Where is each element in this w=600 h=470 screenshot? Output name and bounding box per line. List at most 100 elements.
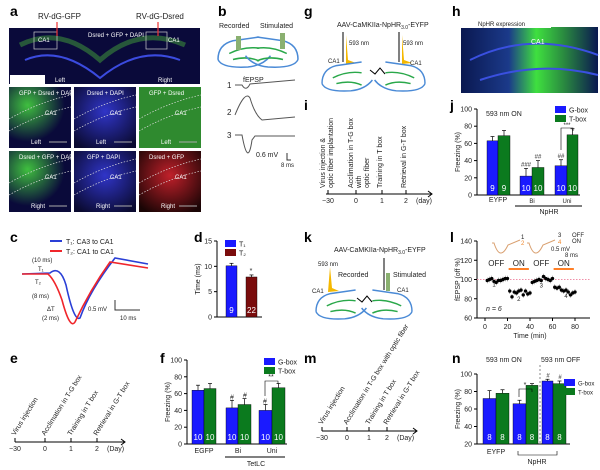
trace-t1: [21, 257, 149, 320]
ca1-boundary: [8, 158, 72, 184]
ca1-boundary: [73, 106, 137, 132]
panel-c: T₁: CA3 to CA1 T₂: CA1 to CA1 (10 ms) T₁…: [21, 239, 149, 325]
legend-t2: T₂: CA1 to CA1: [66, 249, 114, 256]
timeline-m-tick-label: 1: [367, 435, 371, 442]
n-label: 10: [557, 184, 566, 193]
epoch-mark: 1: [492, 282, 496, 288]
y-tick-label: 0: [178, 442, 182, 449]
trace-3: [235, 134, 295, 154]
timeline-e-tick-label: 0: [43, 446, 47, 453]
x-tick-label: 40: [526, 324, 534, 331]
panel-label-i: i: [304, 97, 308, 113]
electrode-icon: [236, 36, 241, 50]
legend-label: T-box: [578, 391, 593, 397]
data-point: [490, 276, 494, 281]
ca1-boundary: [138, 170, 202, 196]
n-label: 9: [490, 184, 495, 193]
micrograph-tile: [9, 151, 71, 212]
epoch-label: OFF: [533, 259, 549, 268]
epoch-label: ON: [558, 259, 570, 268]
y-axis-label: Freezing (%): [455, 389, 462, 429]
n-label: 10: [206, 433, 215, 442]
timeline-m-event: Virus injection: [318, 385, 347, 426]
legend-swatch: [564, 379, 575, 386]
significance-mark: ##: [558, 154, 565, 160]
n-label: 8: [557, 433, 562, 442]
hippocampus-left-diagram: [217, 36, 272, 68]
panel-label-k: k: [304, 229, 312, 245]
epoch-mark: 3: [540, 283, 544, 289]
rv-dsred-label: RV-dG-Dsred: [136, 12, 184, 21]
y-tick-label: 15: [204, 239, 212, 246]
timeline-e-tick-label: −30: [9, 446, 21, 453]
timeline-m-event: Retrieval in G-T box: [383, 369, 422, 426]
x-category-label: EYFP: [487, 449, 506, 456]
inset-label: 4: [558, 240, 562, 246]
inset-legend: OFF: [572, 233, 584, 239]
timeline-i-event: Retrieval in G-T box: [401, 125, 408, 188]
y-tick-label: 80: [464, 389, 472, 396]
t2-label: T₂: [35, 280, 42, 286]
timeline-i-unit: (day): [416, 198, 432, 205]
inset-label: 2: [521, 241, 525, 247]
n-label: 8: [487, 433, 492, 442]
n-label: 10: [240, 433, 249, 442]
timeline-e-event: Retrieval in G-T box: [93, 380, 132, 437]
n-label: 9: [229, 306, 234, 315]
side-label: Right: [31, 204, 45, 210]
data-point: [568, 293, 573, 297]
tile-caption: Dsred + GFP: [149, 155, 184, 161]
t1-value: (10 ms): [32, 258, 52, 264]
inset-label: 1: [521, 235, 525, 241]
tile-caption: Dsred + GFP + DAPI: [19, 155, 75, 161]
ca1-boundary: [8, 94, 72, 120]
virus-label: AAV-CaMKIIa-NpHR3.0-EYFP: [337, 22, 429, 31]
micrograph-tile: [139, 151, 201, 212]
ca1-label: CA1: [168, 38, 180, 44]
arrow-head-icon: [412, 427, 418, 435]
condition-note: 593 nm ON: [486, 111, 522, 118]
panel-label-m: m: [304, 350, 316, 366]
light-label: 593 nm: [349, 41, 369, 47]
side-label: Left: [161, 140, 171, 146]
n-label: n = 6: [486, 306, 502, 313]
inset-label: 3: [558, 233, 562, 239]
stimulated-label: Stimulated: [260, 23, 293, 30]
trace-1: [235, 79, 296, 89]
timeline-i-tick-label: 0: [354, 198, 358, 205]
significance-mark: #: [263, 399, 267, 406]
x-category-label: Bi: [529, 199, 534, 205]
panel-label-l: l: [450, 229, 454, 245]
epoch-mark: 2: [517, 297, 521, 303]
condition-note: 593 nm OFF: [541, 357, 580, 364]
ca1-label: CA1: [175, 111, 187, 117]
data-point: [494, 280, 498, 285]
recorded-label: Recorded: [219, 23, 249, 30]
panel-b: Recorded Stimulated fEPSP 1 2 3 0.6 mV 8…: [217, 23, 299, 169]
data-point: [539, 278, 543, 283]
legend-label: T-box: [569, 117, 587, 124]
n-label: 10: [568, 184, 577, 193]
ca1-boundary: [8, 106, 72, 132]
side-label: Left: [31, 140, 41, 146]
trace-2: [234, 95, 296, 121]
trace-t2: [22, 261, 149, 325]
legend-swatch: [555, 106, 566, 113]
data-point: [505, 276, 510, 281]
scale-voltage: 0.5 mV: [88, 307, 107, 313]
y-tick-label: 100: [460, 277, 472, 284]
rv-gfp-label: RV-dG-GFP: [38, 12, 81, 21]
left-label: Left: [55, 78, 65, 84]
panel-label-h: h: [452, 3, 461, 19]
y-tick-label: 20: [464, 175, 472, 182]
micrograph-tile: [74, 87, 136, 148]
significance-mark: #: [230, 394, 234, 401]
t2-value: (8 ms): [32, 294, 49, 300]
data-point: [566, 290, 570, 294]
n-label: 8: [545, 433, 550, 442]
data-point: [541, 274, 546, 279]
ca1-label: CA1: [45, 111, 57, 117]
ca1-label: CA1: [175, 175, 187, 181]
timeline-i-tick-label: 2: [404, 198, 408, 205]
